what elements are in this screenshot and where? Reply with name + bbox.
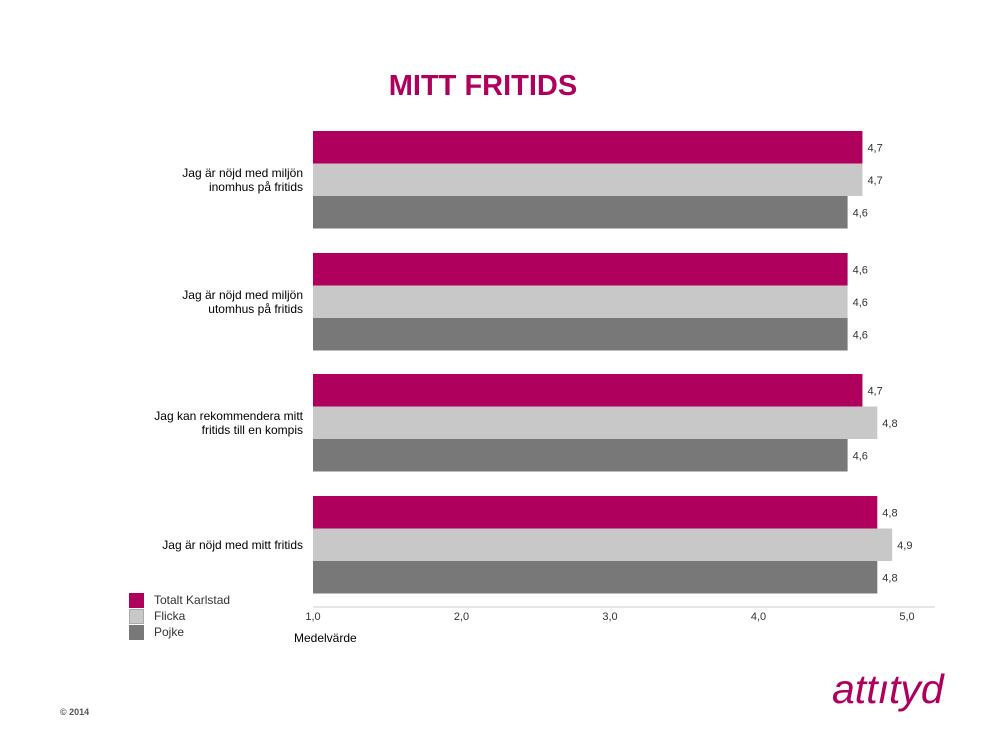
bar-2-0: [313, 374, 863, 407]
category-label-0-1: inomhus på fritids: [209, 180, 303, 194]
bar-1-0: [313, 253, 848, 286]
category-label-1-0: Jag är nöjd med miljön: [182, 288, 303, 302]
legend-item-totalt: Totalt Karlstad: [129, 592, 230, 608]
category-label-2-0: Jag kan rekommendera mitt: [154, 409, 303, 423]
data-label-1-1: 4,6: [853, 297, 868, 309]
bar-0-2: [313, 196, 848, 229]
legend-item-pojke: Pojke: [129, 624, 230, 640]
legend: Totalt Karlstad Flicka Pojke: [129, 592, 230, 640]
category-label-3-0: Jag är nöjd med mitt fritids: [162, 538, 303, 552]
data-label-2-1: 4,8: [882, 418, 897, 430]
data-label-3-0: 4,8: [882, 507, 897, 519]
x-tick-label-0: 1,0: [305, 611, 320, 623]
data-label-3-1: 4,9: [897, 540, 912, 552]
category-label-0-0: Jag är nöjd med miljön: [182, 166, 303, 180]
bar-1-2: [313, 318, 848, 351]
legend-label-pojke: Pojke: [154, 625, 185, 639]
bar-1-1: [313, 285, 848, 318]
chart-title: MITT FRITIDS: [388, 70, 578, 102]
x-tick-label-1: 2,0: [454, 611, 469, 623]
bars-group: 4,7 4,7 4,6 4,6 4,6 4,6 4,7 4,8 4,6 4,8 4,9 4,8: [313, 131, 912, 594]
attityd-logo: attıtyd: [832, 666, 944, 712]
data-label-0-2: 4,6: [853, 207, 868, 219]
data-label-2-0: 4,7: [867, 385, 882, 397]
legend-swatch-totalt: [129, 592, 144, 608]
bar-3-0: [313, 496, 878, 529]
legend-swatch-pojke: [129, 624, 144, 640]
x-tick-label-3: 4,0: [751, 611, 766, 623]
data-label-2-2: 4,6: [853, 450, 868, 462]
data-label-1-2: 4,6: [853, 329, 868, 341]
category-label-2-1: fritids till en kompis: [202, 423, 303, 437]
copyright-text: © 2014: [60, 707, 90, 717]
bar-2-1: [313, 406, 878, 439]
x-tick-label-4: 5,0: [899, 611, 914, 623]
x-axis: 1,0 2,0 3,0 4,0 5,0: [305, 606, 935, 623]
x-axis-label: Medelvärde: [294, 631, 357, 645]
bar-3-1: [313, 528, 893, 561]
data-label-3-2: 4,8: [882, 572, 897, 584]
legend-item-flicka: Flicka: [129, 608, 230, 624]
legend-label-totalt: Totalt Karlstad: [154, 593, 231, 607]
legend-swatch-flicka: [129, 608, 144, 624]
bar-2-2: [313, 439, 848, 472]
data-label-0-0: 4,7: [867, 142, 882, 154]
x-tick-label-2: 3,0: [602, 611, 617, 623]
legend-label-flicka: Flicka: [154, 609, 186, 623]
bar-3-2: [313, 561, 878, 594]
bar-0-0: [313, 131, 863, 164]
data-label-0-1: 4,7: [867, 175, 882, 187]
data-label-1-0: 4,6: [853, 264, 868, 276]
bar-0-1: [313, 163, 863, 196]
category-label-1-1: utomhus på fritids: [208, 302, 303, 316]
